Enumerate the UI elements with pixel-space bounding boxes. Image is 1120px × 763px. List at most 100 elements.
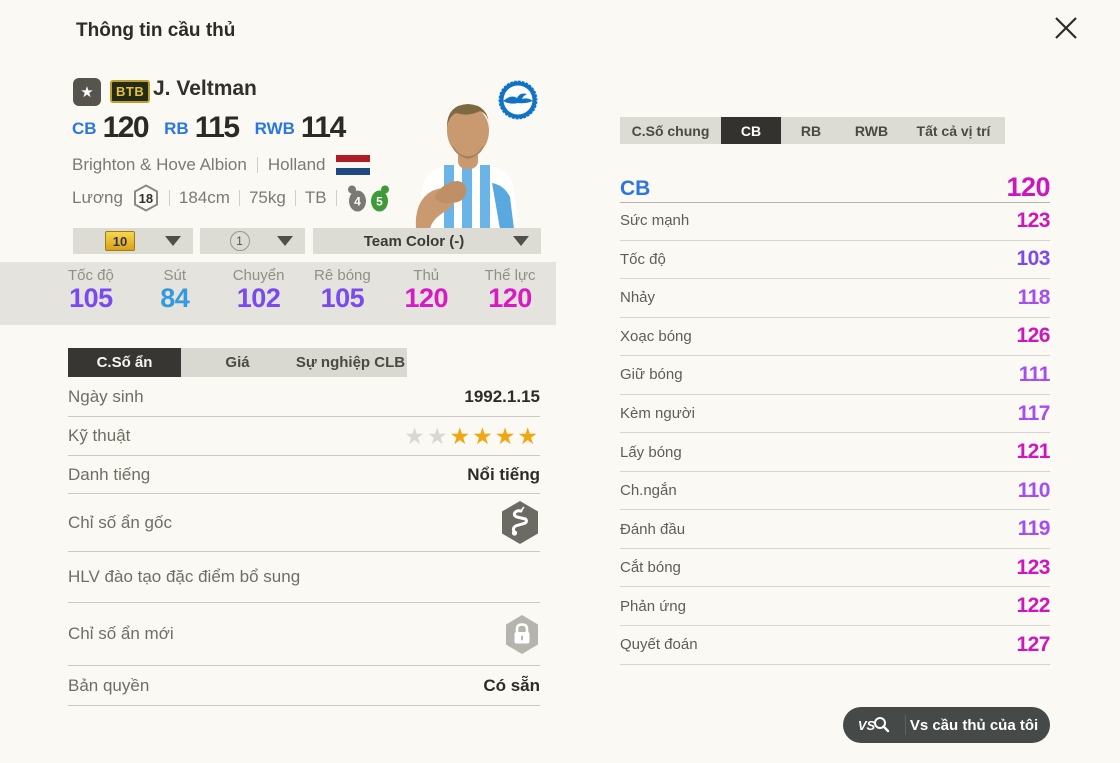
player-photo: [415, 104, 518, 229]
star-filled-icon: ★: [494, 422, 518, 449]
quick-stat: Tốc độ 105: [67, 267, 114, 313]
club-nation-row: Brighton & Hove Albion Holland: [72, 155, 370, 176]
tab-cb[interactable]: CB: [721, 117, 781, 144]
vs-search-icon: VS: [843, 716, 905, 734]
stat-row: Ch.ngắn 110: [620, 472, 1051, 511]
chevron-down-icon: [277, 236, 293, 246]
salary-value: 18: [138, 190, 154, 206]
detail-tabs: C.Số ẩn Giá Sự nghiệp CLB: [68, 348, 407, 377]
vs-button-label: Vs cầu thủ của tôi: [909, 716, 1039, 734]
body-type-value: TB: [304, 188, 327, 207]
position-code: RWB: [254, 119, 295, 138]
close-icon: [1055, 17, 1077, 39]
count-badge: 1: [229, 231, 250, 251]
stat-row: Giữ bóng 111: [620, 356, 1051, 395]
stat-list: Sức mạnh 123 Tốc độ 103 Nhảy 118 Xoạc bó…: [620, 202, 1051, 665]
left-foot-icon: 4: [347, 185, 366, 211]
magnifier-icon: [874, 717, 890, 733]
right-foot-icon: 5: [370, 185, 389, 211]
position-value: 120: [102, 111, 150, 144]
player-attributes-row: Lương 18 184cm 75kg TB 4 5: [72, 184, 391, 212]
stat-row: Quyết đoán 127: [620, 626, 1050, 665]
tab-hidden-stats[interactable]: C.Số ẩn: [68, 348, 181, 377]
fame-row: Danh tiếng Nổi tiếng: [68, 456, 540, 494]
tab-rwb[interactable]: RWB: [854, 122, 889, 139]
player-name: J. Veltman: [153, 77, 257, 100]
license-row: Bản quyền Có sẵn: [68, 666, 540, 706]
stat-row: Nhảy 118: [620, 279, 1051, 318]
weight-value: 75kg: [248, 188, 286, 207]
position-ratings: CB 120 RB 115 RWB 114: [72, 111, 347, 144]
star-filled-icon: ★: [517, 422, 540, 449]
count-dropdown[interactable]: 1: [200, 228, 305, 254]
brighton-club-badge: [498, 80, 538, 120]
divider: [335, 190, 337, 206]
quick-stat: Sút 84: [160, 267, 190, 313]
position-code: CB: [620, 177, 651, 200]
tab-price[interactable]: Giá: [181, 348, 294, 377]
locked-trait-icon[interactable]: [504, 614, 540, 655]
chevron-down-icon: [165, 236, 181, 246]
detail-list: Ngày sinh 1992.1.15 Kỹ thuật ★★★★★★ Danh…: [68, 377, 540, 706]
height-value: 184cm: [178, 188, 230, 207]
divider: [905, 715, 906, 735]
btb-season-badge: BTB: [110, 80, 151, 103]
position-rating: CB 120: [72, 111, 150, 144]
position-value: 115: [194, 111, 240, 144]
left-foot-value: 4: [354, 194, 361, 208]
divider: [256, 157, 258, 173]
salary-label: Lương: [72, 188, 123, 207]
birthdate-row: Ngày sinh 1992.1.15: [68, 377, 540, 417]
quick-stats-strip: Tốc độ 105 Sút 84 Chuyển 102 Rê bóng 105…: [0, 262, 556, 325]
stats-position-tabs: C.Số chung CB RB RWB Tất cả vị trí: [620, 117, 1005, 144]
stat-row: Xoạc bóng 126: [620, 318, 1050, 357]
star-filled-icon: ★: [449, 422, 473, 449]
team-color-dropdown[interactable]: Team Color (-): [313, 228, 541, 254]
star-icon: ★: [80, 84, 94, 101]
hidden-trait-snake-icon[interactable]: [500, 500, 540, 545]
tab-club-career[interactable]: Sự nghiệp CLB: [294, 348, 407, 377]
star-filled-icon: ★: [472, 422, 495, 449]
position-code: CB: [72, 119, 97, 138]
stat-row: Sức mạnh 123: [620, 202, 1050, 241]
salary-hexagon-badge: 18: [132, 184, 160, 212]
vs-my-player-button[interactable]: VS Vs cầu thủ của tôi: [843, 707, 1050, 743]
chevron-down-icon: [513, 236, 529, 246]
position-value: 114: [300, 111, 346, 144]
divider: [168, 190, 170, 206]
tab-general-stats[interactable]: C.Số chung: [631, 122, 710, 139]
stat-row: Cắt bóng 123: [620, 549, 1050, 588]
hidden-new-row: Chỉ số ẩn mới: [68, 603, 540, 666]
tab-rb[interactable]: RB: [800, 122, 822, 139]
quick-stat: Thể lực 120: [484, 267, 536, 313]
netherlands-flag-icon: [335, 155, 370, 176]
tab-all-positions[interactable]: Tất cả vị trí: [916, 122, 991, 139]
close-button[interactable]: [1044, 6, 1088, 50]
position-rating: 120: [1006, 172, 1050, 203]
skill-row: Kỹ thuật ★★★★★★: [68, 417, 540, 456]
team-color-value: Team Color (-): [363, 232, 465, 250]
position-detail-header: CB 120: [620, 160, 1050, 203]
position-rating: RB 115: [164, 111, 240, 144]
foot-ratings: 4 5: [346, 185, 391, 212]
position-rating: RWB 114: [254, 111, 347, 144]
divider: [294, 190, 296, 206]
quick-stat: Chuyển 102: [232, 267, 285, 313]
stat-row: Lấy bóng 121: [620, 433, 1050, 472]
divider: [238, 190, 240, 206]
position-code: RB: [164, 119, 189, 138]
favorite-button[interactable]: ★: [73, 78, 101, 106]
quick-stat: Thủ 120: [404, 267, 448, 313]
coach-trait-row: HLV đào tạo đặc điểm bổ sung: [68, 552, 540, 603]
stat-row: Đánh đầu 119: [620, 510, 1051, 549]
hexagon-icon: [133, 184, 158, 212]
level-dropdown[interactable]: 10: [73, 228, 193, 254]
stat-row: Kèm người 117: [620, 395, 1051, 434]
nation-name: Holland: [267, 155, 326, 174]
stat-row: Phản ứng 122: [620, 587, 1050, 627]
club-name: Brighton & Hove Albion: [72, 155, 247, 174]
star-empty-icon: ★: [426, 422, 450, 449]
stat-row: Tốc độ 103: [620, 241, 1050, 280]
level-badge: 10: [105, 231, 135, 251]
